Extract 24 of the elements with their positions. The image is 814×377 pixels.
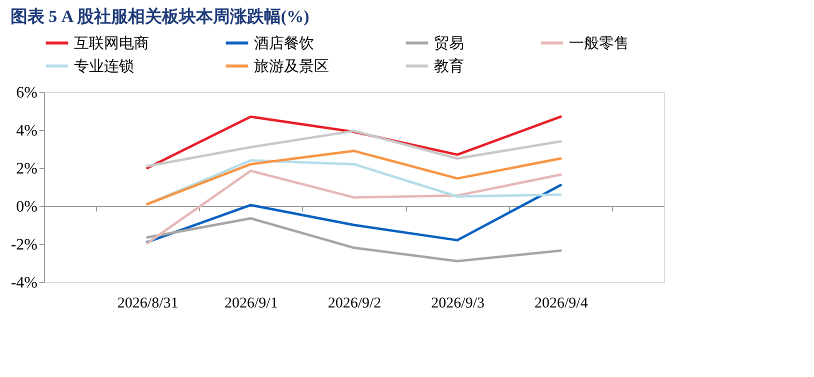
legend-label: 旅游及景区 (254, 58, 329, 75)
y-tick-label: -2% (10, 236, 38, 254)
line-series (146, 184, 562, 244)
chart-title: 图表 5 A 股社服相关板块本周涨跌幅(%) (10, 7, 310, 26)
legend-label: 贸易 (434, 35, 464, 52)
x-tick-label: 2026/9/3 (431, 296, 485, 312)
legend-label: 教育 (434, 58, 464, 75)
line-series (146, 217, 562, 262)
legend-label: 一般零售 (569, 35, 629, 52)
line-series (146, 150, 562, 206)
y-tick-label: 0% (16, 198, 38, 216)
y-tick-label: -4% (10, 274, 38, 292)
x-tick-label: 2026/8/31 (117, 296, 178, 312)
legend-label: 酒店餐饮 (254, 35, 314, 52)
y-tick-label: 4% (16, 122, 38, 140)
y-tick-label: 6% (16, 84, 38, 102)
legend-label: 专业连锁 (74, 58, 134, 75)
line-series (146, 130, 562, 168)
x-tick-label: 2026/9/4 (534, 296, 588, 312)
legend-label: 互联网电商 (74, 35, 149, 52)
x-tick-label: 2026/9/1 (224, 296, 278, 312)
y-tick-label: 2% (16, 160, 38, 178)
x-tick-label: 2026/9/2 (328, 296, 382, 312)
line-series (146, 170, 562, 244)
